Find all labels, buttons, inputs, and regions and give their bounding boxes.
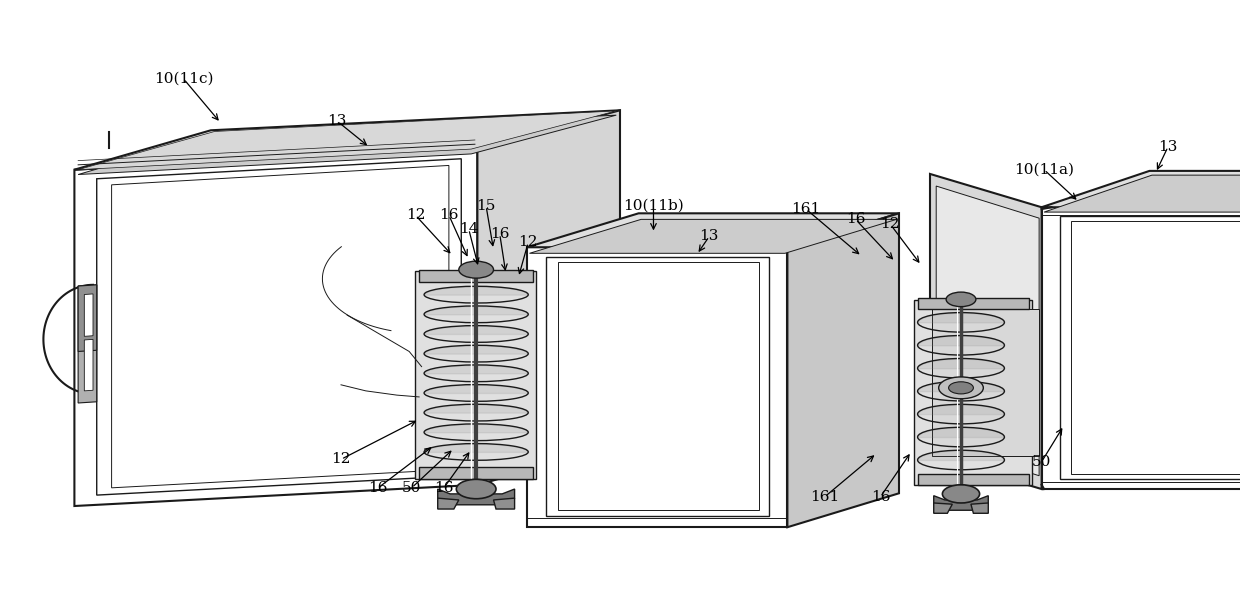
Polygon shape xyxy=(914,300,1032,485)
Polygon shape xyxy=(971,503,988,513)
Text: 12: 12 xyxy=(405,208,425,222)
Polygon shape xyxy=(419,270,533,282)
Polygon shape xyxy=(438,498,459,509)
Polygon shape xyxy=(546,257,769,516)
Polygon shape xyxy=(415,271,536,479)
Text: 12: 12 xyxy=(331,452,351,467)
Polygon shape xyxy=(74,110,620,170)
Polygon shape xyxy=(558,262,759,510)
Text: 161: 161 xyxy=(810,490,839,504)
Circle shape xyxy=(459,261,494,278)
Polygon shape xyxy=(934,503,952,513)
Text: 10(11c): 10(11c) xyxy=(154,72,213,86)
Text: 14: 14 xyxy=(459,222,479,236)
Polygon shape xyxy=(78,285,97,351)
Circle shape xyxy=(949,382,973,394)
Polygon shape xyxy=(78,111,616,170)
Text: 13: 13 xyxy=(1158,139,1178,154)
Polygon shape xyxy=(930,174,1042,489)
Polygon shape xyxy=(97,159,461,495)
Text: 50: 50 xyxy=(1032,454,1052,469)
Text: 10(11a): 10(11a) xyxy=(1014,162,1074,177)
Text: 16: 16 xyxy=(368,481,388,495)
Polygon shape xyxy=(1060,216,1240,479)
Polygon shape xyxy=(477,110,620,485)
Text: 16: 16 xyxy=(846,212,866,227)
Text: 13: 13 xyxy=(699,229,719,244)
Polygon shape xyxy=(936,186,1039,476)
Text: 16: 16 xyxy=(439,208,459,222)
Polygon shape xyxy=(1042,207,1240,489)
Polygon shape xyxy=(78,285,97,403)
Text: 15: 15 xyxy=(476,199,496,213)
Polygon shape xyxy=(934,496,988,510)
Polygon shape xyxy=(74,148,477,506)
Polygon shape xyxy=(918,298,1029,309)
Text: 16: 16 xyxy=(490,227,510,241)
Circle shape xyxy=(942,485,980,503)
Polygon shape xyxy=(918,474,1029,485)
Polygon shape xyxy=(932,309,1039,456)
Text: 161: 161 xyxy=(791,202,821,216)
Polygon shape xyxy=(527,247,787,527)
Polygon shape xyxy=(112,165,449,488)
Polygon shape xyxy=(529,219,897,253)
Polygon shape xyxy=(84,294,93,336)
Circle shape xyxy=(939,377,983,399)
Polygon shape xyxy=(419,467,533,479)
Polygon shape xyxy=(527,213,899,247)
Text: 16: 16 xyxy=(870,490,890,504)
Polygon shape xyxy=(84,339,93,391)
Polygon shape xyxy=(78,115,616,175)
Text: 10(11b): 10(11b) xyxy=(624,199,683,213)
Circle shape xyxy=(946,292,976,307)
Text: 12: 12 xyxy=(518,235,538,250)
Text: 50: 50 xyxy=(402,481,422,495)
Text: 12: 12 xyxy=(880,217,900,231)
Circle shape xyxy=(456,479,496,499)
Polygon shape xyxy=(494,498,515,509)
Polygon shape xyxy=(1044,175,1240,212)
Polygon shape xyxy=(438,489,515,505)
Polygon shape xyxy=(787,213,899,527)
Text: 13: 13 xyxy=(327,114,347,128)
Text: 16: 16 xyxy=(434,481,454,495)
Polygon shape xyxy=(1071,221,1240,474)
Polygon shape xyxy=(1042,171,1240,207)
